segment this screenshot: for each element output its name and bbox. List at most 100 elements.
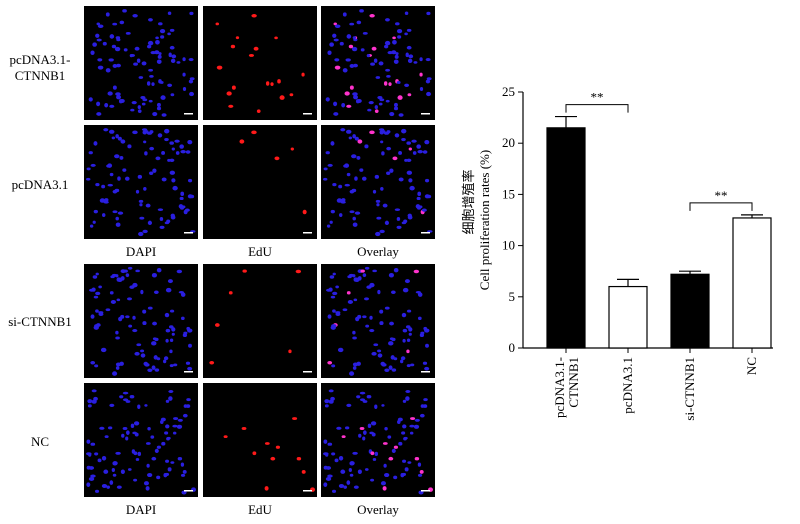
nucleus <box>406 364 411 368</box>
nucleus <box>133 478 138 482</box>
edu-nucleus <box>264 442 270 445</box>
nucleus <box>344 183 350 187</box>
nucleus <box>136 343 142 347</box>
nucleus <box>188 79 194 84</box>
nucleus <box>377 289 381 295</box>
nucleus <box>342 12 347 17</box>
x-tick-label: pcDNA3.1-CTNNB1 <box>552 357 581 418</box>
nucleus <box>352 451 358 455</box>
nucleus <box>395 22 400 26</box>
nucleus <box>423 398 428 402</box>
nucleus <box>92 220 96 224</box>
nucleus <box>102 41 107 46</box>
nucleus <box>125 273 130 278</box>
nucleus <box>170 461 175 464</box>
nucleus <box>405 52 409 58</box>
nucleus <box>371 46 377 51</box>
nucleus <box>187 140 193 145</box>
edu-nucleus <box>251 130 257 135</box>
nucleus <box>139 203 143 207</box>
dapi-image <box>86 389 197 495</box>
nucleus <box>95 182 100 187</box>
edu-nucleus <box>226 91 232 96</box>
nucleus <box>169 158 175 162</box>
nucleus <box>161 441 166 446</box>
nucleus <box>402 338 406 343</box>
dapi-image <box>86 128 196 237</box>
nucleus <box>123 269 128 273</box>
nucleus <box>97 58 103 62</box>
nucleus <box>394 208 401 212</box>
row-label-pcdna-ctnnb1: pcDNA3.1- CTNNB1 <box>0 52 80 84</box>
nucleus <box>182 72 186 77</box>
nucleus <box>135 189 140 194</box>
nucleus <box>352 336 357 340</box>
nucleus <box>185 361 191 365</box>
nucleus <box>134 432 139 437</box>
nucleus <box>119 20 125 25</box>
nucleus <box>395 52 399 56</box>
nucleus <box>370 451 375 456</box>
nucleus <box>88 452 92 457</box>
nucleus <box>114 46 121 52</box>
nucleus <box>406 349 410 354</box>
nucleus <box>352 222 358 227</box>
nucleus <box>178 204 184 209</box>
nucleus <box>154 368 160 372</box>
nucleus <box>340 128 346 132</box>
nucleus <box>400 356 406 361</box>
nucleus <box>165 399 170 403</box>
nucleus <box>180 316 185 321</box>
nucleus <box>417 191 422 197</box>
nucleus <box>342 308 348 312</box>
nucleus <box>178 290 184 294</box>
nucleus <box>378 128 385 131</box>
edu-nucleus <box>264 486 269 491</box>
nucleus <box>171 147 175 151</box>
nucleus <box>408 147 412 151</box>
nucleus <box>169 309 175 313</box>
nucleus <box>165 424 170 429</box>
nucleus <box>346 172 351 177</box>
nucleus <box>348 136 353 140</box>
col-label-edu-top: EdU <box>248 244 272 259</box>
nucleus <box>417 473 423 477</box>
scale-bar <box>184 490 193 492</box>
nucleus <box>388 365 393 370</box>
nucleus <box>400 359 404 364</box>
nucleus <box>96 101 101 107</box>
nucleus <box>90 50 95 55</box>
nucleus <box>167 32 171 36</box>
nucleus <box>158 52 162 56</box>
edu-nucleus <box>296 456 302 461</box>
nucleus <box>170 93 175 97</box>
nucleus <box>127 297 133 301</box>
nucleus <box>352 36 357 40</box>
nucleus <box>185 150 191 154</box>
nucleus <box>156 268 162 273</box>
nucleus <box>376 216 382 220</box>
nucleus <box>337 347 344 353</box>
nucleus <box>354 136 359 141</box>
nucleus <box>396 225 402 229</box>
nucleus <box>364 266 370 270</box>
nucleus <box>96 38 102 42</box>
nucleus <box>169 28 175 32</box>
nucleus <box>107 183 113 187</box>
nucleus <box>352 274 356 278</box>
nucleus <box>381 404 385 407</box>
nucleus <box>332 291 338 296</box>
nucleus <box>155 40 160 45</box>
nucleus <box>338 184 343 189</box>
edu-nucleus <box>230 44 236 49</box>
nucleus <box>146 81 151 86</box>
nucleus <box>112 85 117 90</box>
nucleus <box>105 308 111 312</box>
nucleus <box>119 98 125 103</box>
nucleus <box>186 404 191 408</box>
nucleus <box>175 151 180 155</box>
nucleus <box>189 194 195 199</box>
nucleus <box>116 485 122 489</box>
nucleus <box>377 349 382 353</box>
nucleus <box>98 311 104 315</box>
